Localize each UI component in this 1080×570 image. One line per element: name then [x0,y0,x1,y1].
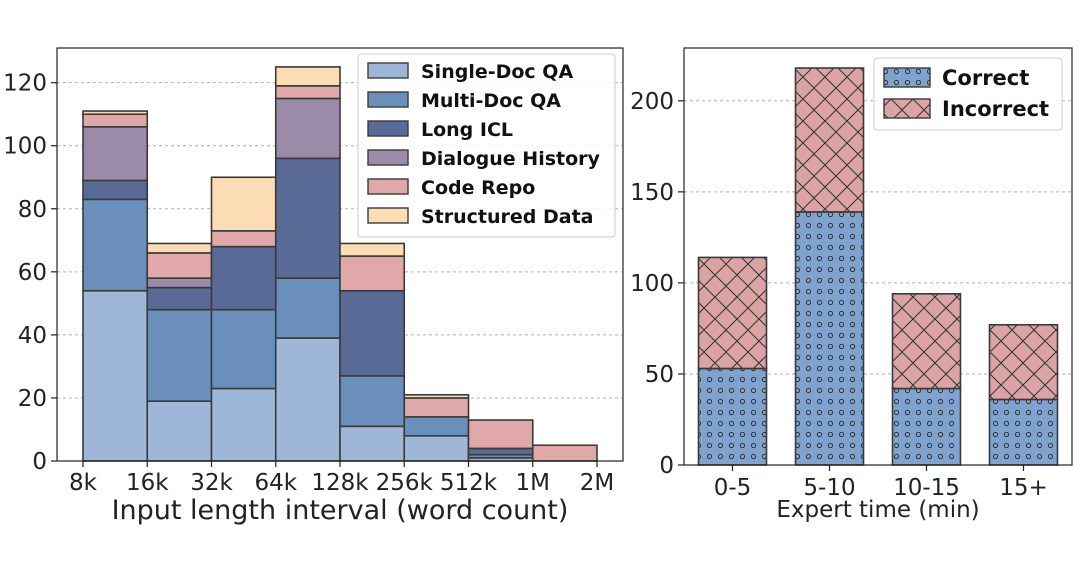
x-tick-label-256k: 256k [376,470,434,496]
bar-correct-5-10-pattern [794,211,865,466]
y-tick-label-100: 100 [3,134,47,160]
bar-dialogue-history-64k [274,97,341,160]
bar-code-repo-128k [339,255,406,292]
legend-swatch-long-icl [367,120,409,137]
y-tick-label-0: 0 [32,449,47,475]
legend-swatch-incorrect-pattern [883,98,931,119]
bar-incorrect-10-15-pattern [891,293,962,390]
legend-swatch-single-doc-qa [367,62,409,79]
legend-label-structured-data: Structured Data [421,206,594,228]
y-tick-label-0: 0 [659,453,674,479]
bar-long-icl-128k [339,289,406,377]
legend-label-code-repo: Code Repo [421,177,535,199]
legend-swatch-dialogue-history [367,149,409,166]
bar-incorrect-15-pattern [988,323,1059,401]
x-tick-label-1m: 1M [516,470,550,496]
y-tick-label-120: 120 [3,71,47,97]
x-tick-label-5-10: 5-10 [803,475,855,501]
bar-structured-data-64k [274,66,341,87]
x-tick-label-128k: 128k [311,470,369,496]
bar-single-doc-qa-16k [146,400,213,462]
bar-code-repo-16k [146,252,213,279]
legend-swatch-correct-pattern [883,67,931,88]
bar-structured-data-32k [210,176,277,232]
expert-time-chart: 0 50 100 150 200 0-5 5-10 10-15 15+ Expert time (… [630,47,1073,523]
y-tick-label-80: 80 [18,197,47,223]
y-tick-label-50: 50 [645,362,674,388]
legend-label-single-doc-qa: Single-Doc QA [421,61,573,83]
bar-dialogue-history-16k [146,277,213,289]
x-axis-label: Expert time (min) [776,497,979,523]
x-tick-label-16k: 16k [126,470,169,496]
bar-code-repo-1m [531,444,598,462]
x-tick-label-64k: 64k [254,470,297,496]
bar-multi-doc-qa-16k [146,308,213,402]
bar-multi-doc-qa-128k [339,375,406,428]
bar-multi-doc-qa-64k [274,277,341,339]
bar-long-icl-512k [467,447,534,456]
y-tick-label-20: 20 [18,386,47,412]
bar-correct-15-pattern [988,398,1059,466]
legend-label-multi-doc-qa: Multi-Doc QA [421,90,561,112]
bar-code-repo-512k [467,419,534,450]
bar-long-icl-64k [274,157,341,279]
bar-incorrect-0-5-pattern [697,256,768,370]
x-tick-label-2m: 2M [580,470,614,496]
legend-label-long-icl: Long ICL [421,119,513,141]
y-tick-label-100: 100 [630,271,674,297]
bar-code-repo-256k [403,397,470,418]
bar-long-icl-32k [210,245,277,311]
x-tick-label-0-5: 0-5 [714,475,752,501]
bar-single-doc-qa-128k [339,425,406,462]
x-tick-label-10-15: 10-15 [893,475,960,501]
legend-box [357,53,616,238]
legend-swatch-structured-data [367,207,409,224]
bar-single-doc-qa-256k [403,434,470,462]
legend-swatch-multi-doc-qa [367,91,409,108]
plot-frame [683,47,1073,466]
bar-long-icl-8k [82,179,149,201]
bar-single-doc-qa-32k [210,387,277,462]
legend-label-dialogue-history: Dialogue History [421,148,601,170]
y-tick-label-60: 60 [18,260,47,286]
x-tick-label-15: 15+ [999,475,1048,501]
x-tick-label-512k: 512k [440,470,498,496]
bar-correct-0-5-pattern [697,367,768,466]
bar-multi-doc-qa-8k [82,198,149,292]
length-histogram-chart: 0 20 40 60 80 100 120 8k 16k 32k 64k 128k 256k 512k 1M… [3,47,624,526]
bar-single-doc-qa-8k [82,289,149,462]
bar-correct-10-15-pattern [891,387,962,466]
bar-long-icl-16k [146,286,213,311]
y-tick-label-40: 40 [18,323,47,349]
bar-structured-data-16k [146,242,213,254]
bar-code-repo-64k [274,85,341,100]
bar-multi-doc-qa-256k [403,416,470,437]
legend-label-correct: Correct [942,66,1029,90]
x-axis-label: Input length interval (word count) [112,495,569,526]
bar-incorrect-5-10-pattern [794,67,865,213]
legend-label-incorrect: Incorrect [942,97,1049,121]
x-tick-label-32k: 32k [190,470,233,496]
bar-multi-doc-qa-32k [210,308,277,390]
bar-structured-data-128k [339,242,406,257]
bar-code-repo-32k [210,230,277,248]
y-tick-label-150: 150 [630,180,674,206]
x-tick-label-8k: 8k [69,470,98,496]
legend-swatch-code-repo [367,178,409,195]
bar-single-doc-qa-64k [274,337,341,462]
bar-dialogue-history-8k [82,126,149,182]
y-tick-label-200: 200 [630,89,674,115]
bar-code-repo-8k [82,113,149,128]
bar-structured-data-8k [82,110,149,116]
bar-structured-data-256k [403,393,470,399]
